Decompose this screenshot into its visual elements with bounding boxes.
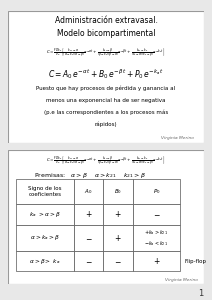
FancyBboxPatch shape [8,150,204,284]
Text: $P_0$: $P_0$ [153,187,160,196]
Text: $A_0$: $A_0$ [84,187,92,196]
Text: $-$: $-$ [114,257,122,265]
Text: $- k_a<k_{21}$: $- k_a<k_{21}$ [144,239,168,248]
FancyBboxPatch shape [8,11,204,142]
Text: $C=\frac{FDk_a}{V_d}\left[\frac{k_{21}-\alpha}{(\alpha-k_a)(\alpha-\beta)}e^{-\a: $C=\frac{FDk_a}{V_d}\left[\frac{k_{21}-\… [46,46,166,59]
Bar [16,179,74,204]
Text: 1: 1 [198,290,204,298]
Bar [74,251,103,272]
Bar [16,225,74,251]
Bar [16,204,74,225]
Text: $k_a\ >\alpha>\beta$: $k_a\ >\alpha>\beta$ [29,210,61,219]
Bar [103,225,132,251]
Text: Virginia Merino: Virginia Merino [161,136,194,140]
Bar [74,204,103,225]
Text: $-$: $-$ [85,257,92,265]
Text: (p.e las correspondientes a los procesos más: (p.e las correspondientes a los procesos… [44,110,168,115]
Text: menos una exponencial ha de ser negativa: menos una exponencial ha de ser negativa [46,98,166,103]
Bar [132,179,180,204]
Text: Virginia Merino: Virginia Merino [165,278,198,282]
Text: Modelo bicompartimental: Modelo bicompartimental [57,29,155,38]
Bar [103,251,132,272]
Text: $\alpha>\beta>\ k_a$: $\alpha>\beta>\ k_a$ [29,256,61,266]
Text: $B_0$: $B_0$ [114,187,122,196]
Bar [103,179,132,204]
Text: rápidos): rápidos) [95,122,117,127]
Bar [132,251,180,272]
Text: Puesto que hay procesos de pérdida y ganancia al: Puesto que hay procesos de pérdida y gan… [36,86,176,91]
Bar [132,204,180,225]
Text: $C = A_0\, e^{-\alpha\, t} + B_0\, e^{-\beta\, t} + P_0\, e^{-k_a\, t}$: $C = A_0\, e^{-\alpha\, t} + B_0\, e^{-\… [48,67,164,81]
Bar [16,251,74,272]
Text: $C=\frac{FDk_a}{V_d}\left[\frac{k_{21}-\alpha}{(\alpha-k_a)(\alpha-\beta)}e^{-\a: $C=\frac{FDk_a}{V_d}\left[\frac{k_{21}-\… [46,154,166,167]
Text: Premisas:   $\alpha>\beta$    $\alpha>k_{21}$    $k_{21}>\beta$: Premisas: $\alpha>\beta$ $\alpha>k_{21}$… [34,171,146,180]
Bar [132,225,180,251]
Text: $+$: $+$ [114,209,122,219]
Text: $+ k_a>k_{21}$: $+ k_a>k_{21}$ [144,228,168,237]
Text: Signo de los
coeficientes: Signo de los coeficientes [28,186,62,197]
Text: $+$: $+$ [153,256,160,266]
Bar [74,179,103,204]
Text: Flip-flop: Flip-flop [184,259,206,264]
Text: $-$: $-$ [85,234,92,242]
Bar [74,225,103,251]
Text: $+$: $+$ [85,209,92,219]
Text: Administración extravasal.: Administración extravasal. [54,16,158,25]
Text: $\alpha>k_a>\beta$: $\alpha>k_a>\beta$ [30,233,60,242]
Text: $-$: $-$ [153,210,160,218]
Bar [103,204,132,225]
Text: $+$: $+$ [114,233,122,243]
